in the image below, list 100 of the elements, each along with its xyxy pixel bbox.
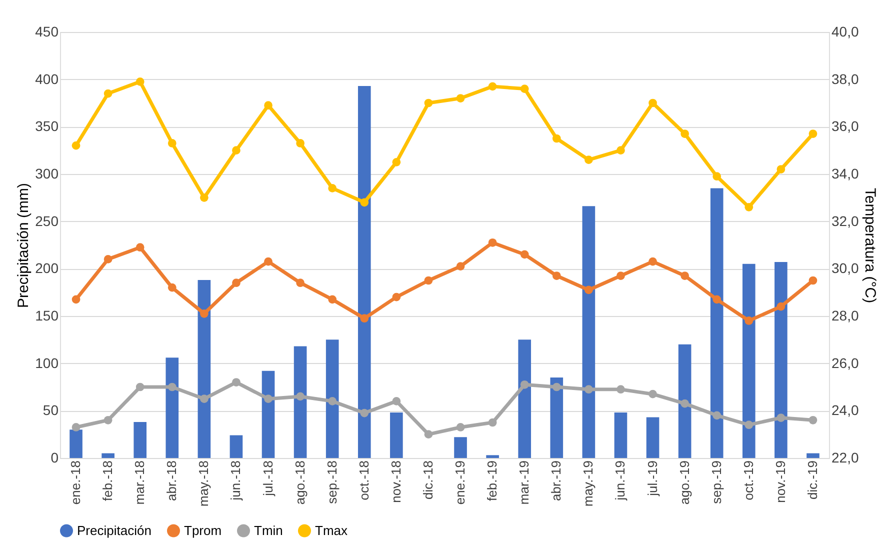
point (392, 292, 401, 302)
point (168, 382, 176, 392)
point (808, 130, 818, 138)
point (392, 158, 401, 166)
point (648, 390, 657, 398)
point (296, 278, 304, 288)
point (520, 84, 529, 93)
bar (294, 346, 307, 458)
point (776, 302, 786, 311)
point (360, 408, 369, 418)
y-tick-label: 400 (35, 70, 59, 87)
point (584, 156, 593, 164)
y2-tick-label: 28,0 (832, 308, 859, 324)
point (616, 385, 625, 394)
point (104, 89, 112, 98)
point (72, 141, 80, 150)
point (488, 418, 497, 427)
y2-tick-label: 32,0 (832, 212, 859, 229)
bar (198, 280, 211, 458)
bar (518, 340, 532, 458)
point (232, 378, 240, 386)
point (744, 420, 754, 430)
point (200, 394, 208, 404)
y-tick-label: 0 (50, 450, 59, 466)
y-tick-label: 250 (35, 212, 59, 229)
point (72, 423, 80, 432)
point (456, 423, 465, 432)
bar (774, 262, 788, 458)
bar (678, 344, 692, 458)
point (360, 314, 369, 323)
point (776, 165, 786, 174)
point (360, 198, 369, 207)
legend-label: Precipitación (77, 522, 152, 538)
x-tick-label: abr.-18 (164, 460, 180, 501)
y-axis-title: Precipitación (mm) (15, 182, 32, 308)
point (712, 295, 722, 304)
point (680, 130, 689, 138)
x-tick-label: may.-18 (196, 460, 212, 506)
bar (326, 340, 339, 458)
point (424, 98, 433, 108)
x-tick-label: ene.-18 (68, 460, 84, 505)
y-tick-label: 300 (35, 166, 59, 182)
bar (806, 453, 820, 458)
x-tick-label: oct.-18 (356, 460, 372, 500)
legend-label: Tmax (315, 522, 348, 538)
y-tick-label: 350 (35, 118, 59, 134)
x-tick-label: jul.-19 (644, 460, 660, 497)
point (296, 139, 304, 148)
bar (166, 358, 179, 458)
legend-label: Tprom (184, 522, 222, 538)
x-tick-label: abr.-19 (548, 460, 564, 501)
point (488, 82, 497, 91)
y-tick-label: 450 (35, 24, 59, 40)
point (136, 243, 144, 252)
y-tick-label: 50 (42, 402, 59, 418)
point (584, 286, 593, 294)
point (808, 276, 818, 285)
point (456, 262, 465, 270)
point (168, 283, 176, 292)
point (200, 309, 208, 318)
point (680, 272, 689, 280)
point (520, 250, 529, 259)
x-tick-label: nov.-18 (388, 460, 404, 503)
x-tick-label: jul.-18 (260, 460, 276, 497)
bar (742, 264, 756, 458)
bar (262, 370, 275, 458)
x-tick-label: mar.-18 (132, 460, 148, 505)
y2-tick-label: 30,0 (832, 260, 859, 276)
point (264, 101, 272, 110)
point (456, 94, 465, 102)
point (744, 202, 754, 212)
point (136, 382, 144, 392)
x-tick-label: may.-19 (580, 460, 596, 506)
y-tick-label: 150 (35, 308, 59, 324)
point (552, 272, 561, 280)
x-tick-label: jun.-18 (228, 460, 244, 502)
point (680, 399, 689, 408)
bar (646, 417, 660, 458)
point (616, 146, 625, 155)
point (808, 416, 818, 424)
y2-tick-label: 34,0 (832, 166, 859, 182)
bar (454, 437, 467, 458)
bar (230, 435, 243, 458)
bar (614, 412, 628, 458)
bar (582, 206, 596, 458)
point (136, 78, 144, 86)
point (72, 295, 80, 304)
point (712, 172, 722, 181)
y2-tick-label: 22,0 (832, 450, 859, 466)
bar (486, 455, 499, 458)
bar (134, 422, 147, 458)
x-tick-label: dic.-18 (420, 460, 436, 500)
x-tick-label: dic.-19 (804, 460, 820, 500)
point (424, 430, 433, 439)
y2-tick-label: 24,0 (832, 402, 859, 418)
point (744, 316, 754, 325)
point (264, 257, 272, 266)
x-tick-label: ene.-19 (452, 460, 468, 505)
bar (70, 430, 82, 458)
point (328, 397, 337, 406)
